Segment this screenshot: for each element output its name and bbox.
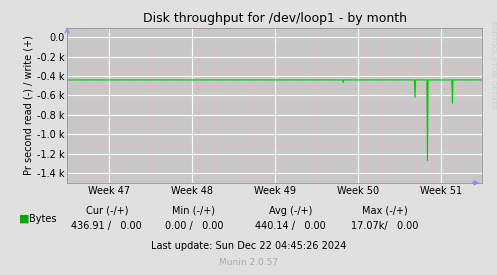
Text: Munin 2.0.57: Munin 2.0.57 <box>219 258 278 267</box>
Text: 17.07k/   0.00: 17.07k/ 0.00 <box>351 221 419 231</box>
Text: Max (-/+): Max (-/+) <box>362 206 408 216</box>
Text: RRDTOOL / TOBI OETIKER: RRDTOOL / TOBI OETIKER <box>490 21 496 110</box>
Text: 436.91 /   0.00: 436.91 / 0.00 <box>72 221 142 231</box>
Text: Cur (-/+): Cur (-/+) <box>85 206 128 216</box>
Text: Bytes: Bytes <box>29 214 56 224</box>
Title: Disk throughput for /dev/loop1 - by month: Disk throughput for /dev/loop1 - by mont… <box>143 12 407 25</box>
Text: 0.00 /   0.00: 0.00 / 0.00 <box>165 221 223 231</box>
Text: 440.14 /   0.00: 440.14 / 0.00 <box>255 221 326 231</box>
Text: Last update: Sun Dec 22 04:45:26 2024: Last update: Sun Dec 22 04:45:26 2024 <box>151 241 346 251</box>
Text: Avg (-/+): Avg (-/+) <box>269 206 313 216</box>
Y-axis label: Pr second read (-) / write (+): Pr second read (-) / write (+) <box>24 35 34 175</box>
Text: ■: ■ <box>19 214 29 224</box>
Text: Min (-/+): Min (-/+) <box>172 206 215 216</box>
